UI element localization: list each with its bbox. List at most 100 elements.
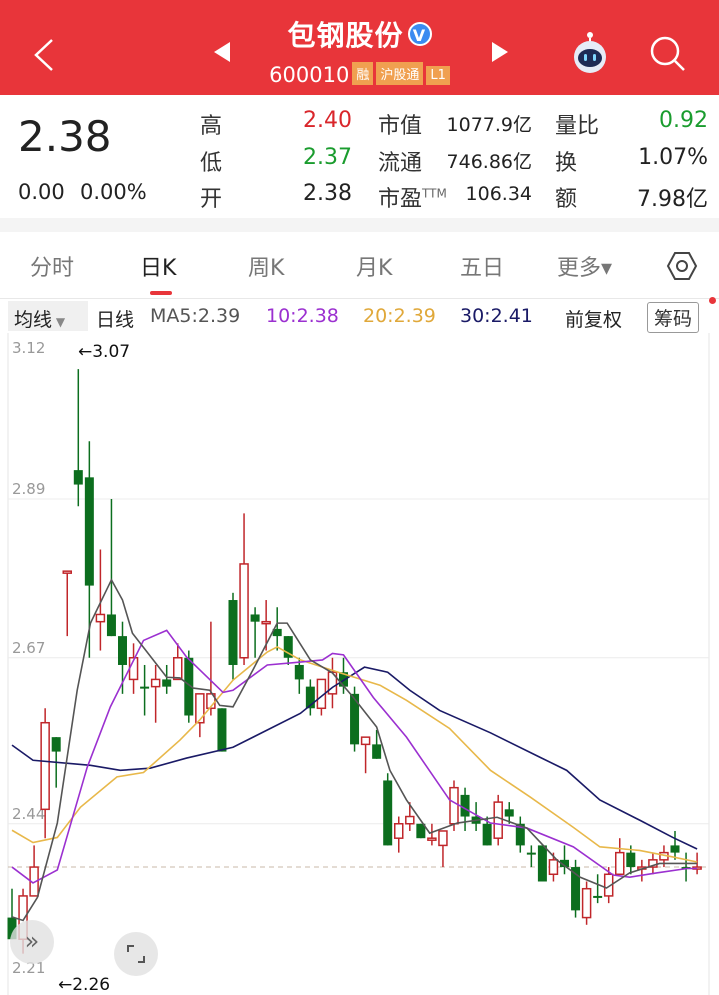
price-change: 0.00 bbox=[18, 180, 65, 204]
candle-body bbox=[394, 823, 404, 839]
candle-body bbox=[250, 614, 260, 622]
candle-body bbox=[150, 678, 161, 688]
kline-chart[interactable]: 3.12 2.89 2.67 2.44 2.21 ←3.07 ←2.26 bbox=[0, 333, 719, 995]
stat-value-open: 2.38 bbox=[303, 181, 352, 206]
candle-body bbox=[118, 636, 127, 665]
candle-body bbox=[239, 563, 249, 659]
candle-body bbox=[438, 830, 448, 847]
candle-body bbox=[283, 636, 293, 658]
candle-body bbox=[416, 823, 426, 839]
section-divider bbox=[0, 218, 719, 232]
dropdown-caret-icon: ▼ bbox=[52, 315, 66, 329]
fullscreen-button[interactable] bbox=[114, 932, 158, 976]
candle-body bbox=[526, 852, 536, 855]
y-tick-label: 2.44 bbox=[12, 805, 45, 823]
active-tab-indicator bbox=[150, 291, 172, 295]
ma10-value: 10:2.38 bbox=[266, 305, 339, 327]
fullscreen-icon bbox=[127, 945, 145, 963]
stat-label-text: 流通 bbox=[378, 151, 423, 176]
verified-icon: V bbox=[407, 22, 432, 46]
period-label: 日线 bbox=[96, 309, 135, 331]
tab-monthly-k[interactable]: 月K bbox=[356, 256, 393, 281]
adjust-mode-button[interactable]: 前复权 bbox=[565, 309, 623, 331]
candle-body bbox=[593, 895, 603, 898]
candle-body bbox=[305, 686, 315, 709]
candle-body bbox=[372, 744, 382, 759]
stat-label-text: 市值 bbox=[378, 114, 423, 139]
next-stock-arrow-icon[interactable] bbox=[490, 41, 510, 63]
candle-body bbox=[7, 917, 17, 940]
candle-body bbox=[493, 801, 503, 839]
prev-stock-arrow-icon[interactable] bbox=[212, 41, 232, 63]
candle-body bbox=[383, 780, 393, 846]
candle-body bbox=[106, 614, 116, 637]
ma10-line bbox=[11, 629, 698, 884]
tag-margin: 融 bbox=[352, 62, 374, 85]
candle-body bbox=[84, 477, 94, 586]
double-chevron-icon: » bbox=[24, 927, 40, 955]
price-change-pct: 0.00% bbox=[80, 180, 147, 204]
back-chevron-icon[interactable] bbox=[32, 38, 56, 72]
ma-selector-dropdown[interactable]: 均线 ▼ bbox=[14, 305, 65, 332]
stat-label-pe-ttm: 市盈TTM bbox=[378, 181, 447, 213]
ma5-value: MA5:2.39 bbox=[150, 305, 241, 327]
stat-value-low: 2.37 bbox=[303, 145, 352, 170]
candle-body bbox=[162, 679, 172, 687]
settings-icon[interactable] bbox=[666, 250, 698, 282]
candle-body bbox=[51, 737, 61, 752]
tag-level: L1 bbox=[426, 66, 450, 85]
candle-body bbox=[339, 672, 348, 687]
candle-body bbox=[40, 721, 50, 811]
tab-intraday[interactable]: 分时 bbox=[30, 256, 75, 281]
notification-dot bbox=[709, 297, 716, 304]
candle-body bbox=[581, 887, 592, 919]
candle-body bbox=[95, 613, 106, 623]
tab-five-day[interactable]: 五日 bbox=[460, 256, 505, 281]
top-bar: 包钢股份 V 600010 融沪股通 L1 bbox=[0, 0, 719, 95]
stat-value-high: 2.40 bbox=[303, 108, 352, 133]
candle-body bbox=[228, 600, 238, 665]
stat-label-text: 市盈 bbox=[378, 187, 423, 212]
stat-value-market-cap: 1077.9亿 bbox=[446, 114, 532, 136]
stat-label-text: 高 bbox=[200, 114, 223, 139]
stat-value-turnover: 1.07% bbox=[638, 145, 708, 170]
candle-body bbox=[449, 786, 459, 825]
search-icon[interactable] bbox=[648, 34, 688, 74]
high-marker: ←3.07 bbox=[78, 342, 130, 362]
tab-more[interactable]: 更多▾ bbox=[557, 256, 613, 281]
stat-label-float-cap: 流通 bbox=[378, 145, 422, 177]
stat-label-high: 高 bbox=[200, 108, 222, 140]
stat-value-amount: 7.98亿 bbox=[637, 187, 708, 212]
candle-body bbox=[460, 794, 470, 817]
stock-name: 包钢股份 bbox=[287, 19, 404, 52]
candle-body bbox=[537, 845, 547, 882]
stat-label-text: 换 bbox=[555, 151, 578, 176]
stock-title: 包钢股份 V bbox=[0, 14, 719, 54]
stat-label-text: 开 bbox=[200, 187, 223, 212]
tab-daily-k[interactable]: 日K bbox=[140, 256, 177, 281]
candle-body bbox=[603, 873, 614, 897]
last-price: 2.38 bbox=[18, 112, 112, 161]
ma-selector-bg bbox=[8, 301, 88, 331]
ma20-line bbox=[11, 646, 698, 863]
candle-body bbox=[427, 837, 437, 841]
stat-value-float-cap: 746.86亿 bbox=[446, 151, 532, 173]
candle-body bbox=[217, 708, 227, 752]
robot-assistant-icon[interactable] bbox=[566, 30, 614, 76]
candle-body bbox=[360, 736, 371, 746]
candle-body bbox=[482, 823, 492, 846]
candle-body bbox=[350, 693, 360, 745]
ma30-value: 30:2.41 bbox=[460, 305, 533, 327]
y-tick-label: 2.89 bbox=[12, 480, 45, 498]
low-marker: ←2.26 bbox=[58, 975, 110, 995]
ma-selector-label: 均线 bbox=[14, 309, 53, 331]
chips-button[interactable]: 筹码 bbox=[647, 302, 700, 333]
expand-left-button[interactable]: » bbox=[10, 920, 54, 964]
tab-weekly-k[interactable]: 周K bbox=[248, 256, 285, 281]
stock-code: 600010 bbox=[269, 63, 350, 87]
candle-body bbox=[615, 851, 625, 876]
candle-body bbox=[571, 867, 581, 911]
candle-body bbox=[504, 809, 514, 817]
y-tick-label: 2.21 bbox=[12, 959, 45, 977]
candle-body bbox=[173, 657, 183, 681]
